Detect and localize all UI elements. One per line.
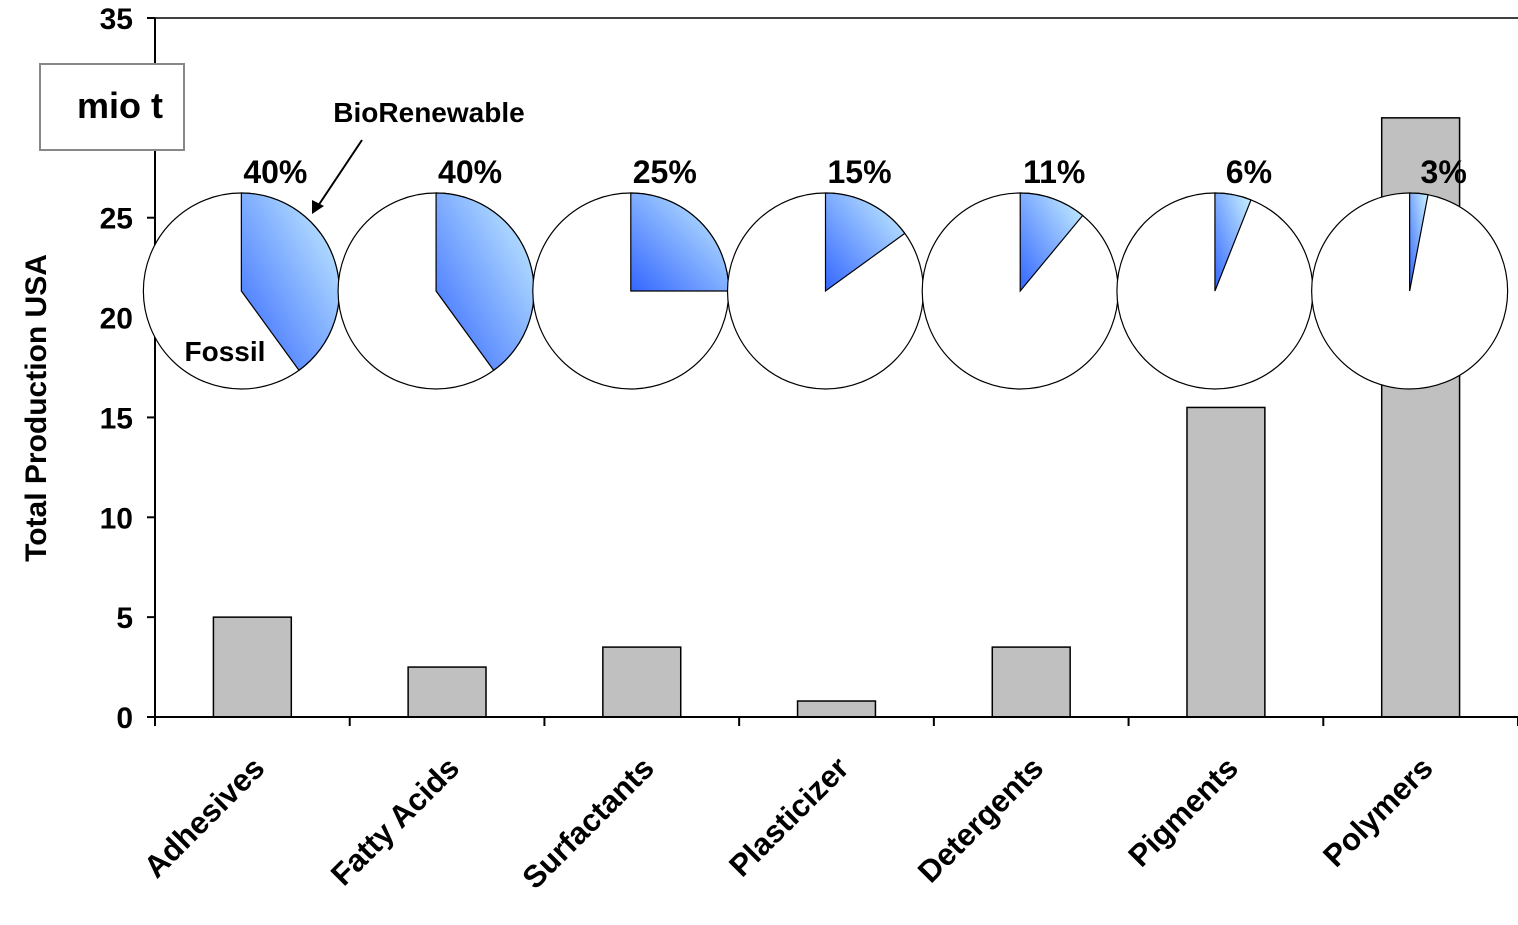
y-tick-label: 10 (100, 502, 133, 535)
pie-renewable-slice (824, 192, 906, 293)
pie-renewable-slice (1019, 192, 1084, 293)
pie-pigments (1116, 192, 1314, 390)
pie-percent-label: 3% (1421, 154, 1467, 190)
pie-adhesives (142, 192, 340, 390)
x-tick-label: Adhesives (137, 750, 271, 884)
x-tick-label: Surfactants (515, 750, 660, 895)
renewable-annotation: BioRenewable (312, 97, 525, 214)
pie-plasticizer (726, 192, 925, 390)
pie-polymers (1311, 192, 1509, 390)
y-tick-label: 15 (100, 402, 133, 435)
pie-percent-label: 11% (1023, 154, 1085, 190)
pie-percent-label: 40% (438, 154, 502, 190)
bar-pigments (1186, 406, 1266, 718)
x-tick-label: Detergents (911, 750, 1050, 889)
x-tick-label: Plasticizer (722, 750, 855, 883)
renewable-arrowhead (312, 200, 324, 214)
axes-layer: 0 5 10 15 20 25 35 (100, 3, 1518, 735)
bar-detergents (991, 646, 1071, 718)
unit-label: mio t (77, 85, 163, 126)
pie-surfactants (532, 192, 730, 390)
pie-percent-label: 25% (633, 154, 697, 190)
pie-percent-label: 40% (243, 154, 307, 190)
pie-renewable-slice (435, 192, 535, 372)
x-tick-label: Polymers (1316, 750, 1439, 873)
unit-box: mio t (39, 63, 185, 151)
pies-layer (142, 192, 1509, 390)
x-tick-label: Pigments (1121, 750, 1244, 873)
pie-renewable-slice (240, 192, 340, 372)
pie-percent-label: 6% (1226, 154, 1272, 190)
pie-percent-label: 15% (827, 154, 891, 190)
fossil-annotation-label: Fossil (185, 336, 266, 367)
renewable-arrow (317, 139, 363, 207)
pie-fatty-acids (337, 192, 535, 390)
y-tick-label: 25 (100, 203, 133, 236)
bar-plasticizer (796, 700, 877, 718)
bar-fatty-acids (407, 666, 487, 718)
y-axis-label: Total Production USA (20, 254, 53, 562)
y-tick-label: 35 (100, 3, 133, 36)
y-tick-label: 0 (116, 702, 133, 735)
y-tick-label: 20 (100, 303, 133, 336)
pie-detergents (921, 192, 1119, 390)
x-tick-label: Fatty Acids (324, 750, 466, 892)
bar-adhesives (212, 616, 293, 718)
pie-renewable-slice (1409, 192, 1429, 292)
pie-renewable-slice (1214, 192, 1252, 292)
renewable-annotation-label: BioRenewable (333, 97, 524, 128)
bar-surfactants (602, 646, 682, 718)
y-tick-label: 5 (116, 602, 133, 635)
pie-renewable-slice (630, 192, 730, 292)
